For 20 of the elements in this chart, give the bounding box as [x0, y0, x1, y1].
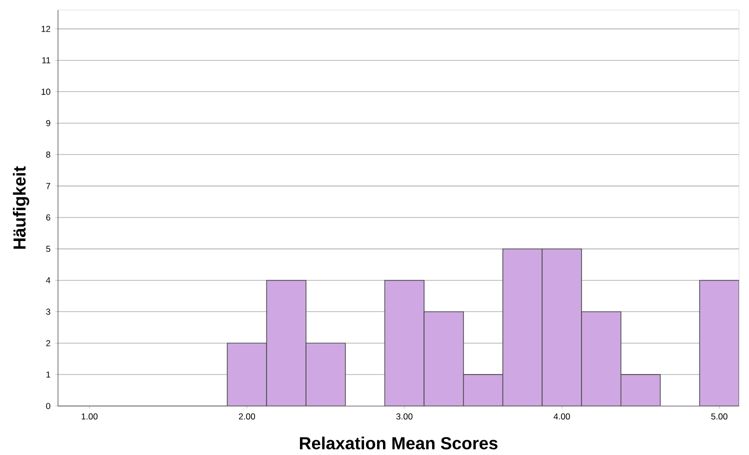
x-tick-label: 5.00	[711, 413, 728, 420]
x-axis-title: Relaxation Mean Scores	[300, 436, 498, 450]
x-tick-label: 4.00	[554, 413, 570, 420]
x-tick-label: 3.00	[396, 413, 412, 420]
x-tick-label: 2.00	[238, 413, 256, 420]
y-tick-label: 4	[46, 277, 50, 284]
y-tick-label: 10	[42, 88, 50, 95]
y-tick-label: 7	[46, 183, 50, 189]
y-tick-label: 8	[46, 152, 50, 158]
y-tick-label: 1	[46, 372, 50, 378]
y-tick-label: 0	[46, 402, 50, 410]
y-tick-label: 11	[42, 57, 50, 64]
y-tick-label: 3	[46, 308, 50, 315]
y-tick-label: 12	[42, 26, 50, 32]
y-tick-label: 6	[46, 214, 50, 220]
y-tick-label: 2	[46, 340, 50, 346]
y-axis-title: Häufigkeit	[12, 166, 30, 249]
y-tick-label: 9	[46, 120, 50, 126]
y-tick-label: 5	[46, 246, 50, 252]
x-tick-label: 1.00	[82, 413, 98, 420]
